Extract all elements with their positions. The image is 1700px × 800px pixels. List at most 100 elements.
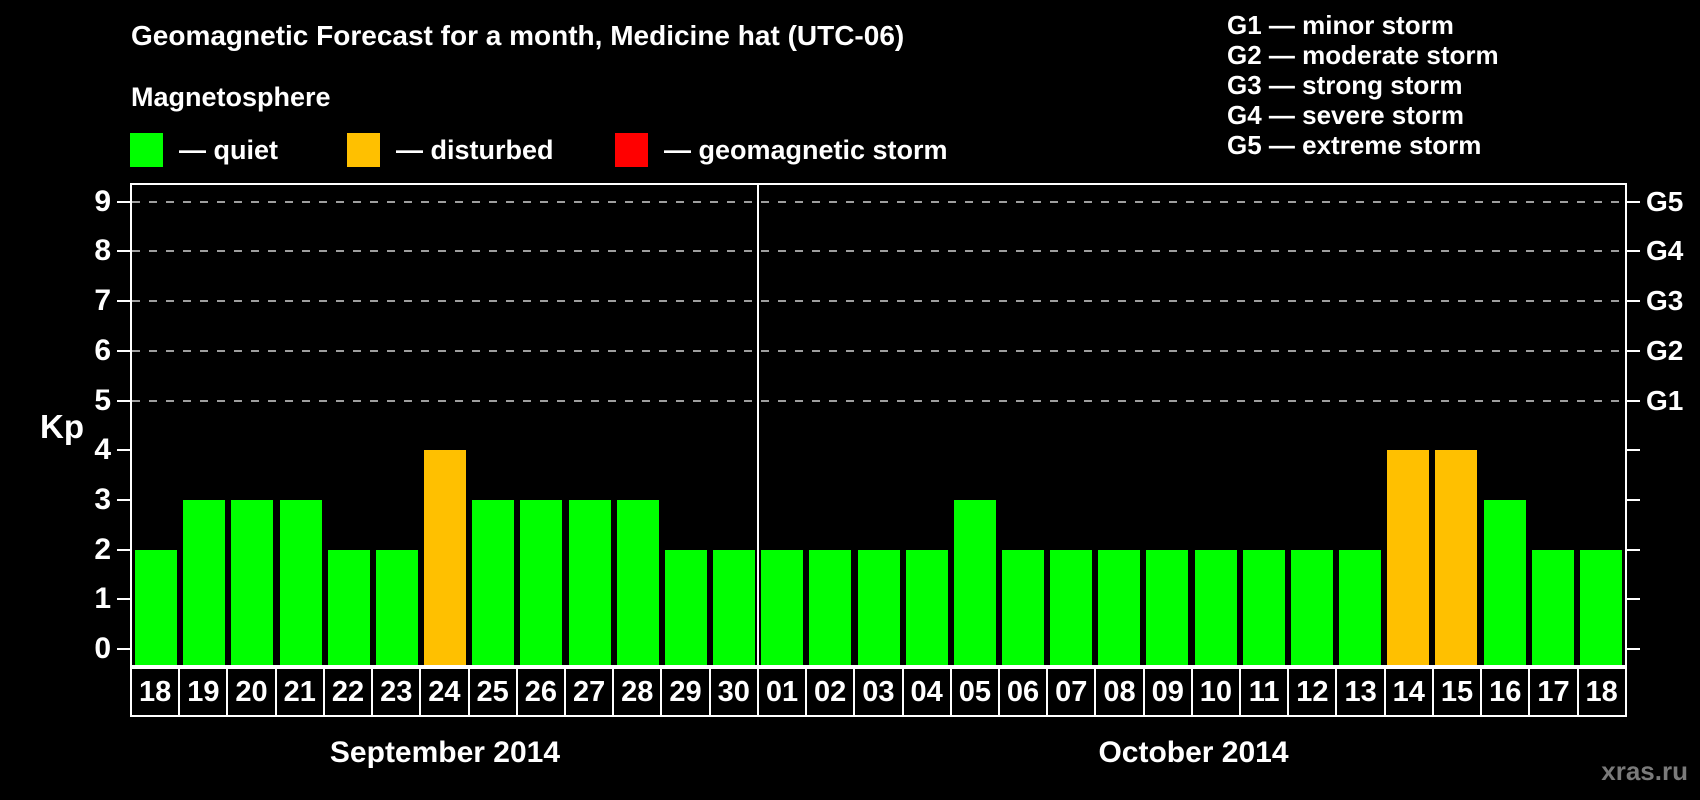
y-tick-left-1 (117, 598, 130, 601)
watermark: xras.ru (1601, 756, 1688, 786)
day-label-23: 23 (373, 669, 422, 715)
y-tick-label-9: 9 (94, 184, 111, 218)
legend-item-quiet: — quiet (130, 132, 278, 168)
day-label-26: 26 (518, 669, 566, 715)
day-label-12: 12 (1289, 669, 1338, 715)
y-tick-left-8 (117, 250, 130, 253)
plot-area (130, 183, 1627, 667)
bar-september-21 (279, 499, 322, 665)
quiet-color-swatch (130, 133, 163, 167)
y-tick-left-9 (117, 200, 130, 203)
gridline-kp9 (132, 200, 1625, 203)
bar-october-03 (857, 549, 900, 665)
g-scale-item-g4: G4 — severe storm (1227, 100, 1465, 130)
y-tick-left-0 (117, 648, 130, 650)
month-label-october: October 2014 (1098, 736, 1289, 769)
y-tick-label-8: 8 (94, 234, 111, 268)
bar-september-30 (713, 549, 756, 665)
day-label-09: 09 (1145, 669, 1193, 715)
bar-september-29 (664, 549, 707, 665)
bar-october-06 (1001, 549, 1044, 665)
day-label-29: 29 (662, 669, 711, 715)
y-tick-left-7 (117, 300, 130, 303)
bar-october-12 (1290, 549, 1333, 665)
g-level-label-g1: G1 (1646, 384, 1684, 416)
day-label-03: 03 (855, 669, 904, 715)
g-scale-item-g5: G5 — extreme storm (1227, 130, 1482, 160)
legend-label-quiet: — quiet (179, 134, 278, 165)
legend-label-storm: — geomagnetic storm (664, 134, 948, 165)
day-label-18: 18 (1585, 675, 1618, 708)
bar-october-02 (809, 549, 852, 665)
day-label-15: 15 (1434, 669, 1483, 715)
g-scale-item-g1: G1 — minor storm (1227, 10, 1454, 40)
g-scale-item-g3: G3 — strong storm (1227, 70, 1463, 100)
bar-october-07 (1050, 549, 1093, 665)
bar-october-18 (1579, 549, 1622, 665)
g-level-label-g2: G2 (1646, 334, 1684, 366)
y-tick-label-2: 2 (94, 532, 111, 566)
bar-september-27 (568, 499, 611, 665)
y-tick-right-5 (1627, 399, 1640, 402)
y-tick-right-9 (1627, 200, 1640, 203)
bar-september-25 (472, 499, 515, 665)
y-tick-left-5 (117, 399, 130, 402)
bar-october-16 (1483, 499, 1526, 665)
day-label-22: 22 (325, 669, 374, 715)
gridline-kp8 (132, 250, 1625, 253)
month-separator (757, 185, 760, 665)
day-label-18: 18 (132, 669, 181, 715)
y-tick-right-4 (1627, 449, 1640, 452)
bar-october-13 (1339, 549, 1382, 665)
day-label-04: 04 (904, 669, 952, 715)
day-label-05: 05 (952, 669, 1000, 715)
y-tick-left-4 (117, 449, 130, 452)
gridline-kp5 (132, 399, 1625, 402)
bar-october-14 (1387, 450, 1430, 665)
y-tick-label-1: 1 (94, 582, 111, 616)
y-tick-right-8 (1627, 250, 1640, 253)
bar-september-18 (135, 549, 178, 665)
page-title: Geomagnetic Forecast for a month, Medici… (131, 20, 905, 51)
bar-september-24 (424, 450, 467, 665)
day-label-27: 27 (566, 669, 615, 715)
y-tick-label-6: 6 (94, 333, 111, 367)
month-label-september: September 2014 (329, 736, 561, 769)
y-tick-label-0: 0 (94, 632, 111, 665)
bar-september-28 (616, 499, 659, 665)
bar-october-15 (1435, 450, 1478, 665)
day-label-07: 07 (1048, 669, 1097, 715)
day-label-19: 19 (180, 669, 229, 715)
day-label-17: 17 (1530, 669, 1579, 715)
day-label-06: 06 (1000, 669, 1049, 715)
y-tick-right-3 (1627, 498, 1640, 501)
legend-item-storm: — geomagnetic storm (615, 132, 948, 168)
day-label-20: 20 (228, 669, 277, 715)
bar-october-17 (1531, 549, 1574, 665)
y-tick-label-7: 7 (94, 284, 111, 318)
bar-october-08 (1098, 549, 1141, 665)
kp-axis-title: Kp (40, 408, 84, 445)
g-level-label-g3: G3 (1646, 285, 1684, 317)
y-tick-right-6 (1627, 349, 1640, 352)
day-label-16: 16 (1482, 669, 1531, 715)
bar-october-09 (1146, 549, 1189, 665)
y-tick-right-2 (1627, 548, 1640, 551)
bar-october-10 (1194, 549, 1237, 665)
y-tick-right-1 (1627, 598, 1640, 601)
day-label-08: 08 (1096, 669, 1145, 715)
y-tick-label-5: 5 (94, 383, 111, 417)
y-tick-left-2 (117, 548, 130, 551)
y-tick-right-7 (1627, 300, 1640, 303)
g-scale-legend: G1 — minor storm G2 — moderate storm G3 … (1227, 10, 1499, 160)
bar-september-26 (520, 499, 563, 665)
y-tick-label-4: 4 (94, 433, 111, 467)
day-label-02: 02 (807, 669, 856, 715)
bar-october-11 (1242, 549, 1285, 665)
y-tick-right-0 (1627, 648, 1640, 650)
day-label-24: 24 (421, 669, 470, 715)
bar-october-04 (905, 549, 948, 665)
disturbed-color-swatch (347, 133, 380, 167)
day-label-28: 28 (614, 669, 663, 715)
